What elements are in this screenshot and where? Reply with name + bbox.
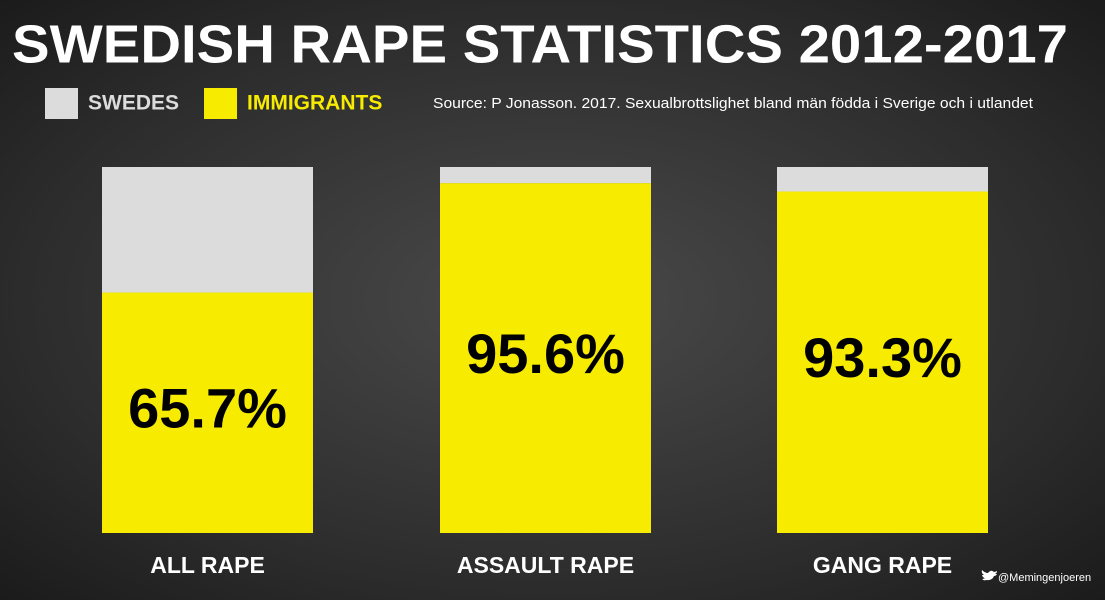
credit: @Memingenjoeren [998, 572, 1091, 584]
bar-segment [777, 191, 988, 533]
x-tick-label: GANG RAPE [813, 552, 952, 578]
x-tick-label: ALL RAPE [150, 552, 265, 578]
x-tick-label: ASSAULT RAPE [457, 552, 634, 578]
legend-swatch [45, 88, 78, 119]
bar-segment [102, 167, 313, 293]
legend-label: IMMIGRANTS [247, 92, 382, 115]
bar-segment [440, 183, 651, 533]
value-label: 93.3% [803, 326, 962, 389]
source: Source: P Jonasson. 2017. Sexualbrottsli… [433, 95, 1034, 112]
legend-swatch [204, 88, 238, 119]
bar-segment [440, 167, 651, 184]
value-label: 65.7% [128, 377, 287, 440]
value-label: 95.6% [466, 322, 625, 385]
bird-icon [981, 570, 997, 581]
bar-segment [777, 167, 988, 192]
bar-segment [102, 292, 313, 533]
chart-title: SWEDISH RAPE STATISTICS 2012-2017 [12, 14, 1068, 74]
legend-label: SWEDES [88, 92, 179, 115]
